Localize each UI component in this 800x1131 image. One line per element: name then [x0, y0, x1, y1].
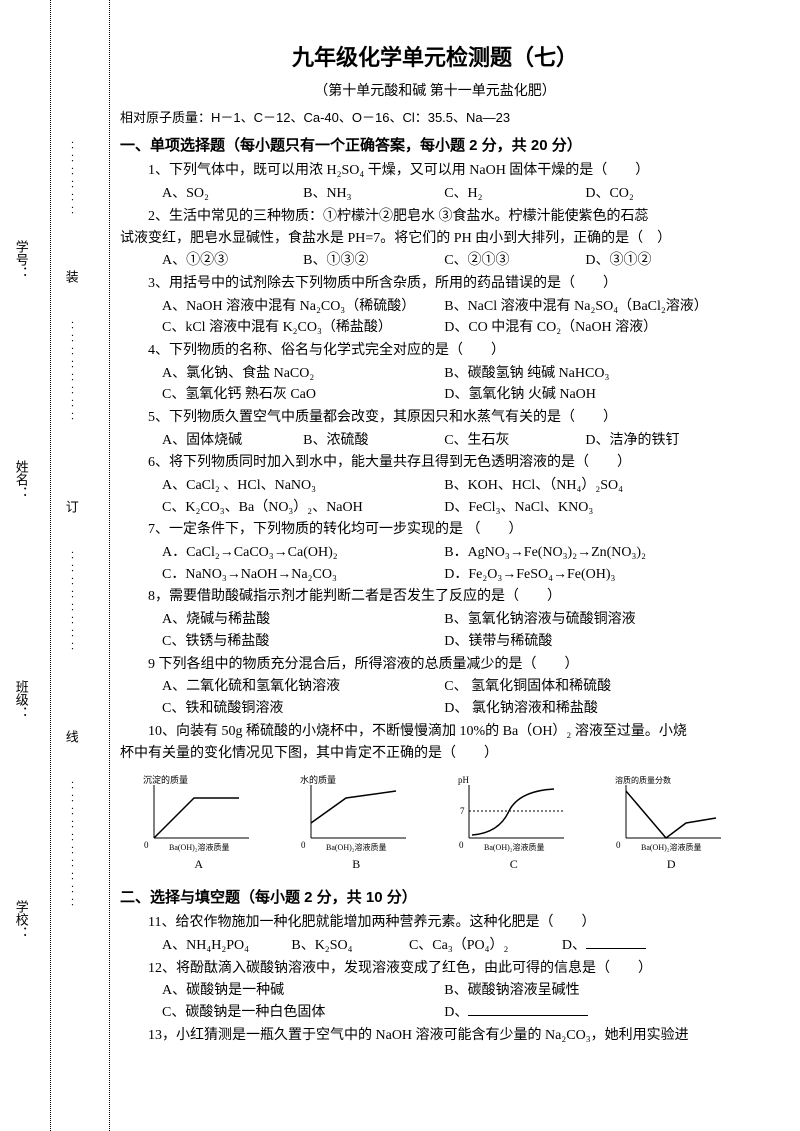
q2-opts: A、①②③B、①③②C、②①③D、③①② [120, 250, 750, 272]
svg-text:pH: pH [458, 775, 470, 785]
blank-input[interactable] [586, 935, 646, 949]
chart-a-cap: A [134, 855, 264, 874]
q6-opts: A、CaCl₂ 、HCl、NaNO₃B、KOH、HCl、（NH₄）₂SO₄ [120, 475, 750, 497]
q4: 4、下列物质的名称、俗名与化学式完全对应的是（ ） [120, 340, 750, 362]
chart-b: 水的质量 0 Ba(OH)₂溶液质量 B [291, 773, 421, 874]
q7: 7、一定条件下，下列物质的转化均可一步实现的是 （ ） [120, 519, 750, 541]
page-content: 九年级化学单元检测题（七） （第十单元酸和碱 第十一单元盐化肥） 相对原子质量：… [0, 0, 800, 1087]
svg-text:0: 0 [616, 840, 621, 850]
q12: 12、将酚酞滴入碳酸钠溶液中，发现溶液变成了红色，由此可得的信息是（ ） [120, 958, 750, 980]
q3-opts2: C、kCl 溶液中混有 K₂CO₃（稀盐酸）D、CO 中混有 CO₂（NaOH … [120, 317, 750, 339]
q8-opts: A、烧碱与稀盐酸B、氢氧化钠溶液与硫酸铜溶液 [120, 609, 750, 631]
q2b: 试液变红，肥皂水显碱性，食盐水是 PH=7。将它们的 PH 由小到大排列，正确的… [120, 228, 750, 250]
svg-text:Ba(OH)₂溶液质量: Ba(OH)₂溶液质量 [641, 842, 702, 852]
q6: 6、将下列物质同时加入到水中，能大量共存且得到无色透明溶液的是（ ） [120, 452, 750, 474]
q2a: 2、生活中常见的三种物质：①柠檬汁②肥皂水 ③食盐水。柠檬汁能使紫色的石蕊 [120, 206, 750, 228]
svg-text:7: 7 [460, 806, 465, 816]
blank-input[interactable] [468, 1002, 588, 1016]
svg-text:Ba(OH)₂溶液质量: Ba(OH)₂溶液质量 [169, 842, 230, 852]
svg-text:水的质量: 水的质量 [300, 774, 336, 785]
chart-c: pH 7 0 Ba(OH)₂溶液质量 C [449, 773, 579, 874]
page-title: 九年级化学单元检测题（七） [120, 40, 750, 75]
q9: 9 下列各组中的物质充分混合后，所得溶液的总质量减少的是（ ） [120, 654, 750, 676]
svg-text:0: 0 [144, 840, 149, 850]
svg-text:溶质的质量分数: 溶质的质量分数 [615, 775, 671, 785]
q3: 3、用括号中的试剂除去下列物质中所含杂质，所用的药品错误的是（ ） [120, 273, 750, 295]
chart-b-cap: B [291, 855, 421, 874]
q4-opts2: C、氢氧化钙 熟石灰 CaOD、氢氧化钠 火碱 NaOH [120, 384, 750, 406]
chart-c-cap: C [449, 855, 579, 874]
chart-a: 沉淀的质量 0 Ba(OH)₂溶液质量 A [134, 773, 264, 874]
svg-text:Ba(OH)₂溶液质量: Ba(OH)₂溶液质量 [484, 842, 545, 852]
q6-opts2: C、K₂CO₃、Ba（NO₃）₂、NaOHD、FeCl₃、NaCl、KNO₃ [120, 497, 750, 519]
q8-opts2: C、铁锈与稀盐酸D、镁带与稀硫酸 [120, 631, 750, 653]
q11-opts: A、NH₄H₂PO₄B、K₂SO₄C、Ca₃（PO₄）₂D、 [120, 935, 750, 957]
q4-opts: A、氯化钠、食盐 NaCO₂B、碳酸氢钠 纯碱 NaHCO₃ [120, 363, 750, 385]
q9-opts: A、二氧化硫和氢氧化钠溶液C、 氢氧化铜固体和稀硫酸 [120, 676, 750, 698]
q7-opts: A．CaCl₂→CaCO₃→Ca(OH)₂B．AgNO₃→Fe(NO₃)₂→Zn… [120, 542, 750, 564]
q12-opts: A、碳酸钠是一种碱B、碳酸钠溶液呈碱性 [120, 980, 750, 1002]
q10a: 10、向装有 50g 稀硫酸的小烧杯中，不断慢慢滴加 10%的 Ba（OH）₂ … [120, 721, 750, 743]
q9-opts2: C、铁和硫酸铜溶液D、 氯化钠溶液和稀盐酸 [120, 698, 750, 720]
chart-d-cap: D [606, 855, 736, 874]
q7-opts2: C．NaNO₃→NaOH→Na₂CO₃D．Fe₂O₃→FeSO₄→Fe(OH)₃ [120, 564, 750, 586]
q3-opts: A、NaOH 溶液中混有 Na₂CO₃（稀硫酸）B、NaCl 溶液中混有 Na₂… [120, 296, 750, 318]
page-subtitle: （第十单元酸和碱 第十一单元盐化肥） [120, 81, 750, 103]
q5-opts: A、固体烧碱B、浓硫酸C、生石灰D、洁净的铁钉 [120, 430, 750, 452]
svg-text:沉淀的质量: 沉淀的质量 [143, 774, 188, 785]
q1-opts: A、SO₂B、NH₃C、H₂D、CO₂ [120, 183, 750, 205]
q1: 1、下列气体中，既可以用浓 H₂SO₄ 干燥，又可以用 NaOH 固体干燥的是（… [120, 160, 750, 182]
svg-text:0: 0 [459, 840, 464, 850]
q5: 5、下列物质久置空气中质量都会改变，其原因只和水蒸气有关的是（ ） [120, 407, 750, 429]
chart-d: 溶质的质量分数 0 Ba(OH)₂溶液质量 D [606, 773, 736, 874]
q11: 11、给农作物施加一种化肥就能增加两种营养元素。这种化肥是（ ） [120, 912, 750, 934]
svg-text:Ba(OH)₂溶液质量: Ba(OH)₂溶液质量 [326, 842, 387, 852]
q12-opts2: C、碳酸钠是一种白色固体D、 [120, 1002, 750, 1024]
q8: 8，需要借助酸碱指示剂才能判断二者是否发生了反应的是（ ） [120, 586, 750, 608]
q13: 13，小红猜测是一瓶久置于空气中的 NaOH 溶液可能含有少量的 Na₂CO₃，… [120, 1025, 750, 1047]
svg-text:0: 0 [301, 840, 306, 850]
atomic-mass: 相对原子质量：H－1、C－12、Ca-40、O－16、Cl：35.5、Na—23 [120, 108, 750, 129]
section1-head: 一、单项选择题（每小题只有一个正确答案，每小题 2 分，共 20 分） [120, 134, 750, 158]
charts-row: 沉淀的质量 0 Ba(OH)₂溶液质量 A 水的质量 0 Ba(OH)₂溶液质量… [120, 773, 750, 874]
q10b: 杯中有关量的变化情况见下图，其中肯定不正确的是（ ） [120, 743, 750, 765]
section2-head: 二、选择与填空题（每小题 2 分，共 10 分） [120, 886, 750, 910]
